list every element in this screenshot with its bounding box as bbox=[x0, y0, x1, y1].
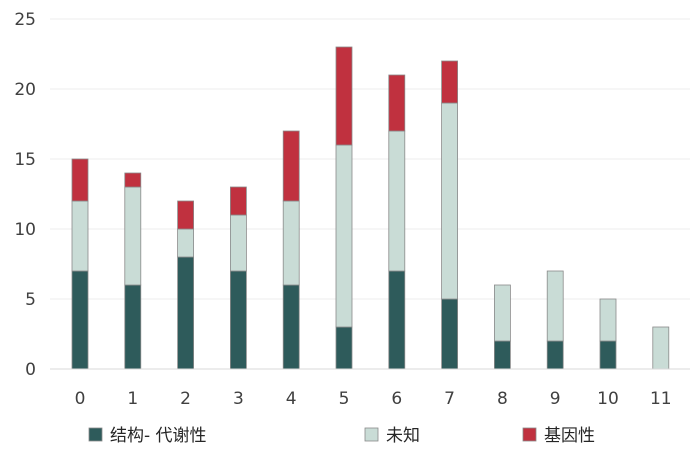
x-axis-tick-labels: 0 1 2 3 4 5 6 7 8 9 10 11 bbox=[75, 389, 672, 409]
y-tick-label: 0 bbox=[25, 360, 36, 380]
bar-segment-series-2-category-6 bbox=[388, 74, 406, 132]
x-tick-label: 4 bbox=[286, 389, 297, 409]
x-tick-label: 0 bbox=[75, 389, 86, 409]
bar-segment-series-1-category-4 bbox=[282, 200, 300, 286]
x-tick-label: 11 bbox=[650, 389, 672, 409]
legend-item-unknown: 未知 bbox=[364, 426, 420, 446]
x-tick-label: 9 bbox=[550, 389, 561, 409]
y-tick-label: 10 bbox=[14, 220, 36, 240]
x-tick-label: 6 bbox=[391, 389, 402, 409]
bar-segment-series-1-category-2 bbox=[177, 228, 195, 258]
legend-swatch-genetic bbox=[522, 427, 537, 442]
bar-segment-series-0-category-1 bbox=[124, 284, 142, 370]
legend: 结构- 代谢性 未知 基因性 bbox=[88, 426, 595, 446]
x-tick-label: 3 bbox=[233, 389, 244, 409]
y-tick-label: 25 bbox=[14, 10, 36, 30]
bar-segment-series-0-category-4 bbox=[282, 284, 300, 370]
bar-segment-series-1-category-10 bbox=[599, 298, 617, 342]
bar-segment-series-1-category-5 bbox=[335, 144, 353, 328]
bar-segment-series-2-category-7 bbox=[441, 60, 459, 104]
x-tick-label: 8 bbox=[497, 389, 508, 409]
bar-segment-series-1-category-6 bbox=[388, 130, 406, 272]
bar-segment-series-1-category-0 bbox=[71, 200, 89, 272]
bar-segment-series-1-category-3 bbox=[229, 214, 247, 272]
bar-segment-series-2-category-4 bbox=[282, 130, 300, 202]
x-tick-label: 1 bbox=[127, 389, 138, 409]
legend-swatch-structural-metabolic bbox=[88, 427, 103, 442]
y-tick-label: 15 bbox=[14, 150, 36, 170]
bar-segment-series-2-category-0 bbox=[71, 158, 89, 202]
bar-segment-series-0-category-9 bbox=[546, 340, 564, 370]
legend-label-genetic: 基因性 bbox=[544, 426, 595, 446]
bar-segment-series-1-category-8 bbox=[493, 284, 511, 342]
legend-item-structural-metabolic: 结构- 代谢性 bbox=[88, 426, 207, 446]
bar-segment-series-1-category-7 bbox=[441, 102, 459, 300]
legend-label-unknown: 未知 bbox=[386, 426, 420, 446]
bar-segment-series-0-category-8 bbox=[493, 340, 511, 370]
bar-segment-series-2-category-3 bbox=[229, 186, 247, 216]
bar-segment-series-0-category-6 bbox=[388, 270, 406, 370]
x-tick-label: 2 bbox=[180, 389, 191, 409]
gridlines bbox=[50, 18, 690, 300]
bar-segment-series-2-category-2 bbox=[177, 200, 195, 230]
bar-segment-series-1-category-9 bbox=[546, 270, 564, 342]
bar-segment-series-0-category-7 bbox=[441, 298, 459, 370]
bar-segment-series-0-category-5 bbox=[335, 326, 353, 370]
bar-segment-series-2-category-5 bbox=[335, 46, 353, 146]
bar-segment-series-1-category-11 bbox=[652, 326, 670, 370]
y-tick-label: 5 bbox=[25, 290, 36, 310]
bar-segment-series-0-category-2 bbox=[177, 256, 195, 370]
x-tick-label: 7 bbox=[444, 389, 455, 409]
bar-segment-series-2-category-1 bbox=[124, 172, 142, 188]
bar-segment-series-0-category-10 bbox=[599, 340, 617, 370]
x-tick-label: 5 bbox=[339, 389, 350, 409]
bar-segment-series-1-category-1 bbox=[124, 186, 142, 286]
bar-segment-series-0-category-3 bbox=[229, 270, 247, 370]
bar-segment-series-0-category-0 bbox=[71, 270, 89, 370]
legend-swatch-unknown bbox=[364, 427, 379, 442]
x-tick-label: 10 bbox=[597, 389, 619, 409]
legend-label-structural-metabolic: 结构- 代谢性 bbox=[110, 426, 207, 446]
y-tick-label: 20 bbox=[14, 80, 36, 100]
bars bbox=[71, 46, 670, 370]
y-axis-tick-labels: 0 5 10 15 20 25 bbox=[14, 10, 36, 380]
legend-item-genetic: 基因性 bbox=[522, 426, 595, 446]
